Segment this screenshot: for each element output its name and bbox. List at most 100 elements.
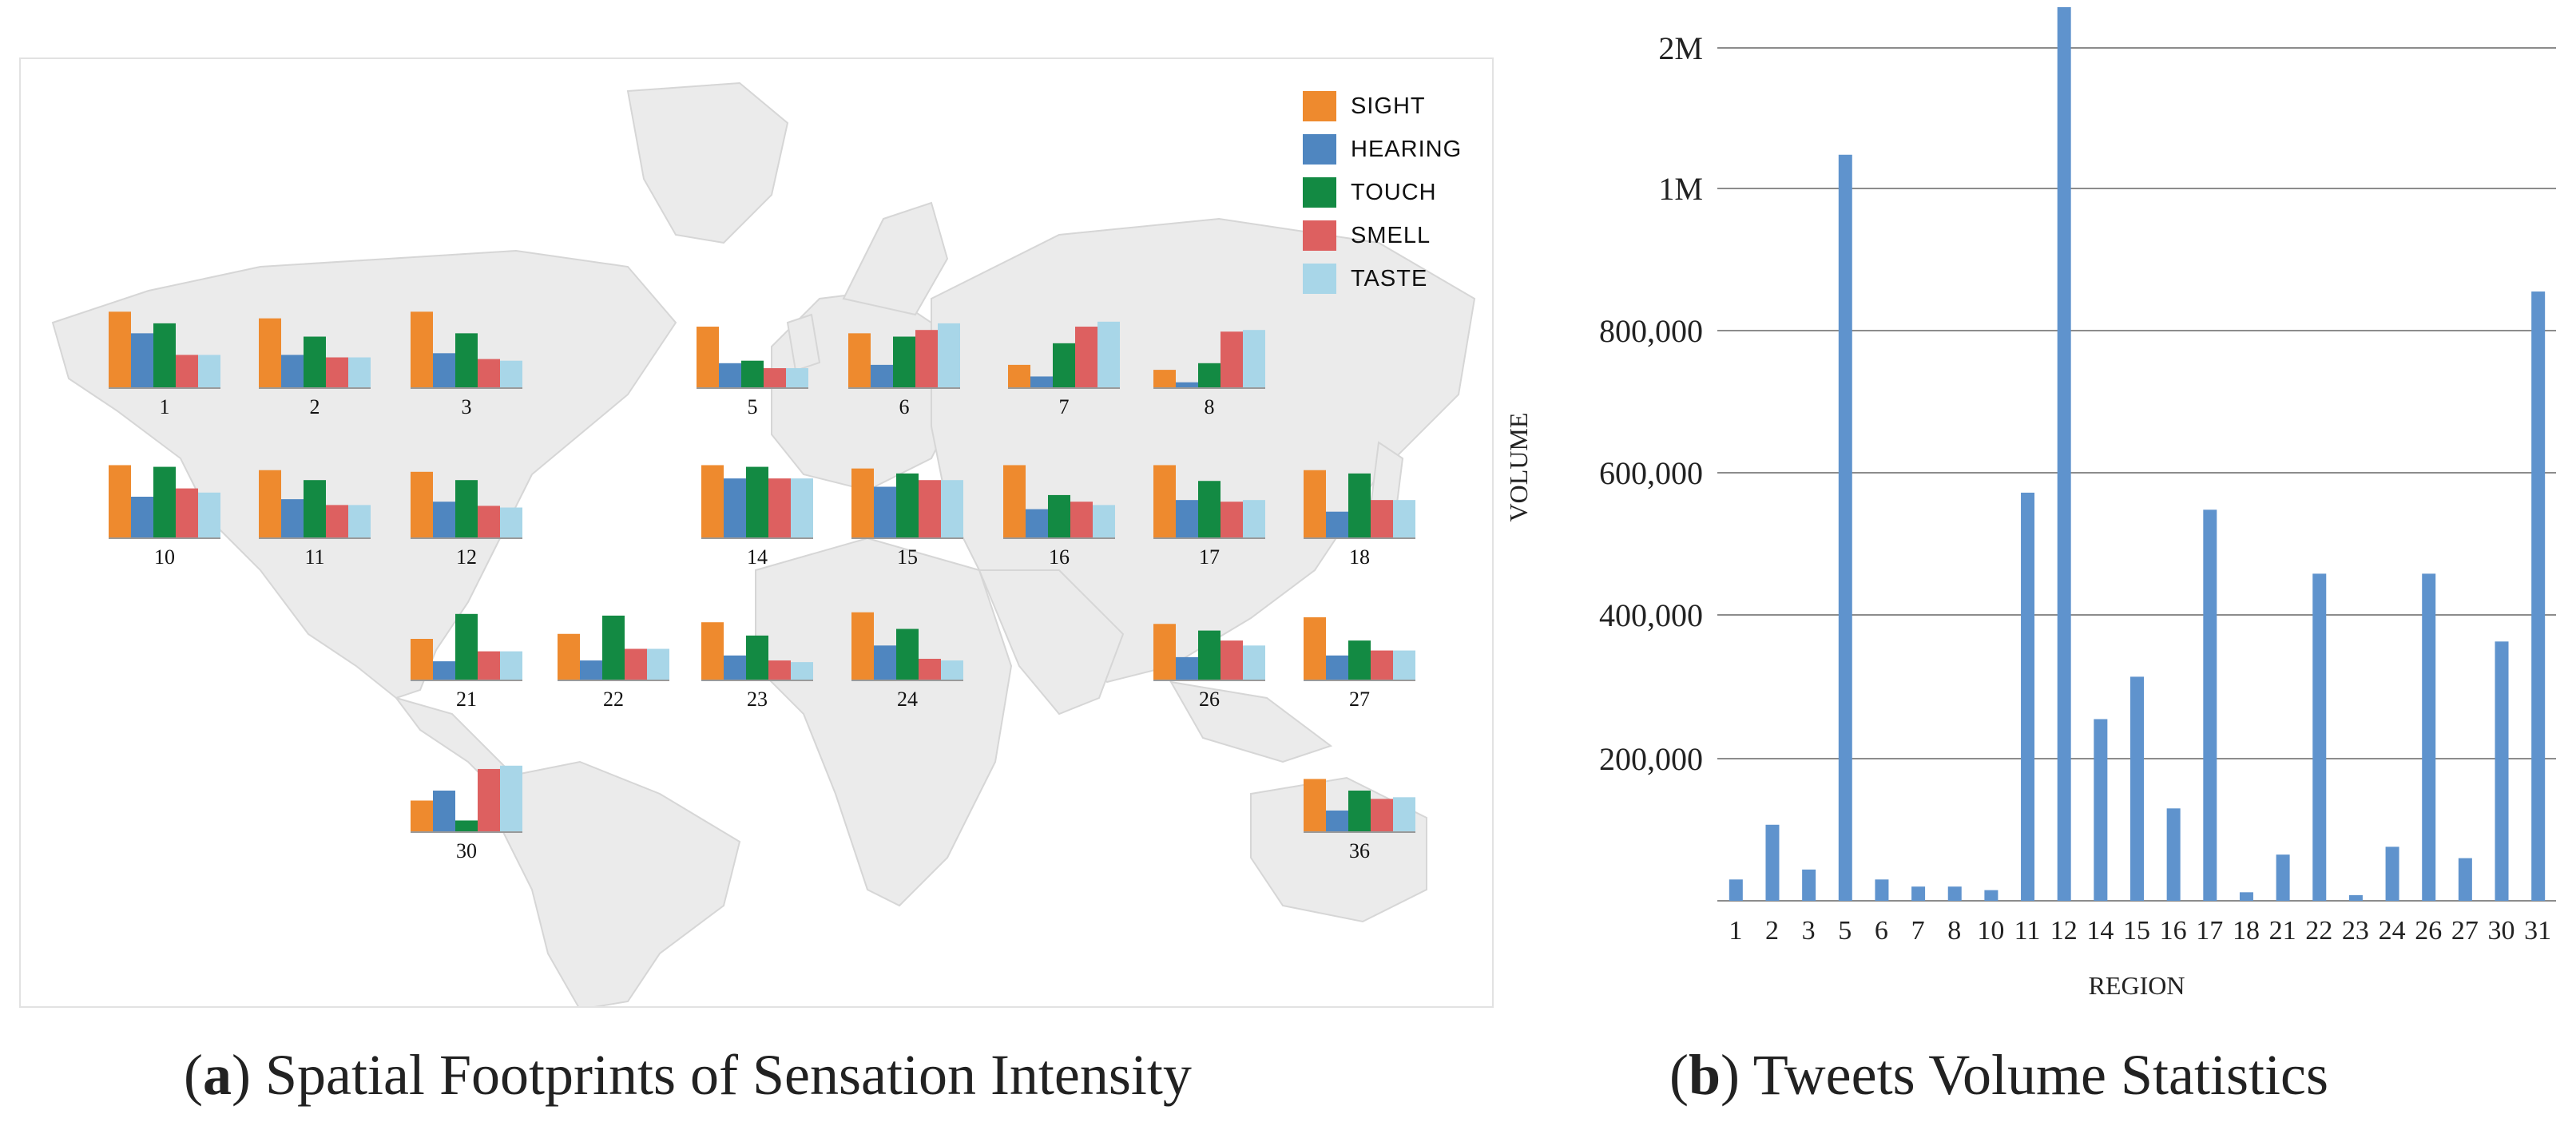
mini-bar-6-taste [938, 323, 960, 388]
mini-bar-22-touch [602, 615, 625, 680]
ytick-label-1M: 1M [1658, 171, 1703, 207]
mini-bar-17-touch [1198, 481, 1221, 538]
mini-bar-6-smell [915, 330, 938, 388]
caption-a-letter: a [202, 1043, 232, 1107]
xtick-label-14: 14 [2086, 916, 2114, 946]
mini-bar-23-smell [768, 660, 791, 680]
mini-bar-30-sight [411, 800, 433, 832]
volume-bar-18 [2239, 892, 2253, 901]
mini-bar-2-smell [326, 357, 348, 388]
legend-label-sight: SIGHT [1351, 93, 1426, 119]
volume-bar-1 [1729, 879, 1743, 901]
mini-chart-region-27: 27 [1304, 617, 1415, 711]
xtick-label-22: 22 [2305, 916, 2332, 946]
mini-bar-26-taste [1243, 645, 1265, 680]
mini-label-1: 1 [160, 395, 170, 418]
mini-bar-21-sight [411, 639, 433, 680]
mini-bar-10-taste [198, 492, 220, 538]
xtick-label-8: 8 [1947, 916, 1961, 946]
mini-bar-5-hearing [719, 363, 741, 388]
mini-chart-region-1: 1 [109, 311, 220, 418]
mini-bar-6-sight [848, 333, 871, 388]
mini-bar-30-hearing [433, 791, 455, 832]
mini-bar-18-taste [1393, 500, 1415, 538]
mini-bar-15-smell [919, 480, 941, 538]
mini-bar-10-hearing [131, 497, 153, 538]
mini-bar-36-sight [1304, 779, 1326, 832]
volume-bar-15 [2130, 676, 2144, 901]
mini-bar-27-touch [1348, 640, 1371, 680]
mini-label-2: 2 [310, 395, 320, 418]
mini-bar-1-touch [153, 323, 176, 388]
mini-bar-5-touch [741, 360, 764, 388]
mini-bar-1-sight [109, 311, 131, 388]
mini-label-30: 30 [456, 839, 477, 862]
mini-bar-27-sight [1304, 617, 1326, 680]
mini-bar-30-taste [500, 765, 522, 832]
mini-bar-21-smell [478, 651, 500, 680]
mini-bar-14-sight [701, 465, 724, 538]
mini-chart-region-17: 17 [1153, 465, 1265, 569]
mini-bar-8-smell [1221, 331, 1243, 388]
mini-bar-36-hearing [1326, 810, 1348, 832]
mini-bar-3-taste [500, 360, 522, 388]
mini-bar-27-hearing [1326, 655, 1348, 680]
mini-bar-8-hearing [1176, 382, 1198, 388]
mini-bar-17-smell [1221, 502, 1243, 538]
legend-item-smell: SMELL [1303, 214, 1462, 257]
volume-bar-8 [1947, 886, 1962, 901]
mini-bar-5-smell [764, 368, 786, 388]
volume-bar-3 [1802, 869, 1816, 901]
mini-label-12: 12 [456, 545, 477, 569]
mini-chart-region-24: 24 [851, 612, 963, 711]
legend-label-touch: TOUCH [1351, 179, 1437, 205]
landmass-greenland [626, 81, 789, 244]
xtick-label-11: 11 [2014, 916, 2041, 946]
mini-bar-5-sight [697, 327, 719, 388]
mini-chart-region-6: 6 [848, 323, 960, 418]
mini-bar-24-smell [919, 658, 941, 680]
mini-chart-region-5: 5 [697, 327, 808, 418]
mini-bar-6-hearing [871, 364, 893, 388]
legend-swatch-smell [1303, 220, 1336, 251]
mini-bar-11-sight [259, 470, 281, 538]
mini-bar-26-touch [1198, 630, 1221, 680]
volume-bar-2 [1765, 824, 1780, 901]
mini-chart-region-10: 10 [109, 465, 220, 569]
mini-bar-11-hearing [281, 499, 304, 538]
mini-bar-22-sight [558, 633, 580, 680]
mini-bar-7-taste [1097, 321, 1120, 388]
landmass-south-asia [978, 569, 1125, 716]
x-axis-title: REGION [2089, 971, 2185, 1000]
mini-chart-region-23: 23 [701, 622, 813, 711]
mini-bar-10-touch [153, 466, 176, 538]
mini-bar-15-touch [896, 473, 919, 538]
mini-label-18: 18 [1349, 545, 1370, 569]
mini-bar-23-sight [701, 622, 724, 680]
mini-label-16: 16 [1049, 545, 1070, 569]
mini-bar-12-sight [411, 471, 433, 538]
mini-label-15: 15 [897, 545, 918, 569]
mini-bar-7-hearing [1030, 376, 1053, 388]
volume-bar-21 [2276, 854, 2290, 901]
xtick-label-26: 26 [2415, 916, 2442, 946]
volume-bar-17 [2203, 509, 2217, 901]
volume-bar-14 [2094, 719, 2108, 901]
mini-bar-24-sight [851, 612, 874, 680]
mini-bar-36-smell [1371, 799, 1393, 832]
mini-chart-region-11: 11 [259, 470, 371, 569]
mini-bar-7-smell [1075, 327, 1097, 388]
mini-bar-22-taste [647, 648, 669, 680]
mini-label-11: 11 [304, 545, 324, 569]
mini-bar-12-hearing [433, 502, 455, 538]
ytick-label-2M: 2M [1658, 30, 1703, 66]
mini-chart-region-36: 36 [1304, 779, 1415, 862]
volume-bar-30 [2495, 641, 2509, 901]
mini-bar-8-sight [1153, 370, 1176, 388]
mini-bar-7-sight [1008, 364, 1030, 388]
volume-bar-31 [2531, 291, 2546, 901]
ytick-label-400,000: 400,000 [1599, 597, 1703, 633]
legend-item-sight: SIGHT [1303, 85, 1462, 128]
xtick-label-21: 21 [2269, 916, 2296, 946]
